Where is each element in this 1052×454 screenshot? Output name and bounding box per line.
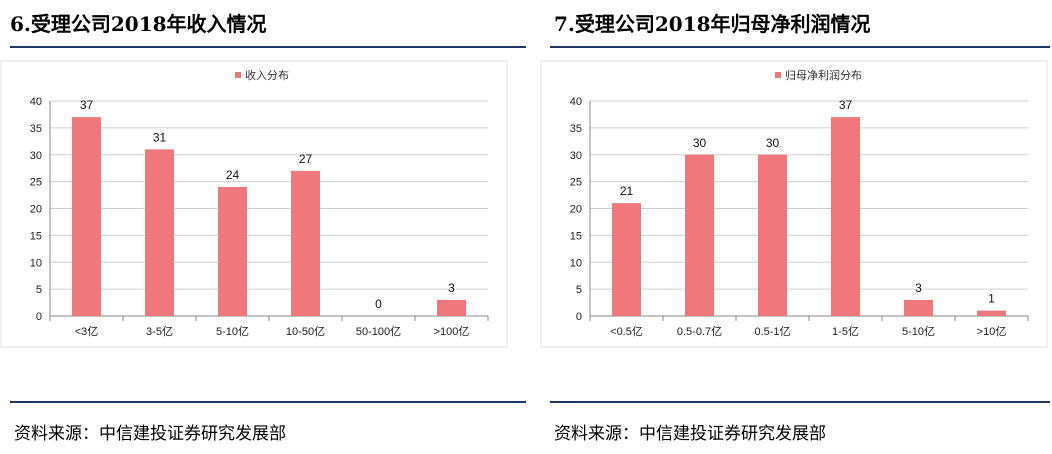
left-top-rule [10,46,526,48]
bar [291,170,320,316]
right-top-rule [550,46,1050,48]
y-tick-label: 30 [570,150,582,162]
chart-frame [540,60,1048,348]
legend-swatch [235,72,241,78]
y-tick-label: 25 [30,177,42,189]
category-label: <0.5亿 [610,325,643,338]
data-label: 30 [766,136,780,150]
legend-label: 归母净利润分布 [785,68,862,82]
right-source: 资料来源：中信建投证券研究发展部 [554,424,826,444]
bar [218,187,247,316]
y-tick-label: 0 [576,311,582,323]
data-label: 24 [226,168,240,182]
category-label: 50-100亿 [356,325,401,338]
bar [758,154,787,316]
data-label: 3 [915,281,922,295]
category-label: 10-50亿 [286,325,325,338]
y-tick-label: 15 [570,230,582,242]
right-bottom-rule [550,401,1050,403]
bar [72,117,101,316]
bar [904,299,933,316]
bar [977,310,1006,316]
bar [437,299,466,316]
revenue-chart: 0510152025303540收入分布37<3亿313-5亿245-10亿27… [0,60,508,348]
y-tick-label: 10 [570,257,582,269]
y-tick-label: 35 [30,123,42,135]
data-label: 31 [153,130,167,144]
y-tick-label: 40 [570,96,582,108]
net-profit-chart: 0 5 10 15 20 25 30 35 40 归母净利润分布 21 <0.5亿 30 0.5-0.7亿… [540,60,1048,348]
category-label: 1-5亿 [832,325,859,338]
y-tick-label: 5 [576,284,582,296]
y-tick-label: 0 [36,311,42,323]
right-heading: 7.受理公司2018年归母净利润情况 [554,12,871,36]
y-tick-label: 35 [570,123,582,135]
data-label: 27 [299,152,313,166]
category-label: 3-5亿 [146,325,173,338]
chart-frame [0,60,508,348]
data-label: 1 [988,292,995,306]
left-bottom-rule [10,401,526,403]
data-label: 30 [693,136,707,150]
y-tick-label: 20 [570,204,582,216]
data-label: 21 [620,184,634,198]
legend-swatch [775,72,781,78]
category-label: >10亿 [977,325,1007,338]
y-tick-label: 30 [30,150,42,162]
bar [685,154,714,316]
bar [831,117,860,316]
y-tick-label: 5 [36,284,42,296]
data-label: 3 [448,281,455,295]
category-label: <3亿 [75,325,99,338]
y-tick-label: 20 [30,204,42,216]
y-tick-label: 25 [570,177,582,189]
category-label: 0.5-1亿 [754,325,790,338]
bar [145,149,174,316]
bar [612,203,641,316]
data-label: 0 [375,297,382,311]
legend-label: 收入分布 [245,68,289,82]
left-source: 资料来源：中信建投证券研究发展部 [14,424,286,444]
y-tick-label: 40 [30,96,42,108]
data-label: 37 [839,98,853,112]
y-tick-label: 15 [30,230,42,242]
category-label: >100亿 [434,325,470,338]
category-label: 5-10亿 [902,325,935,338]
y-tick-label: 10 [30,257,42,269]
category-label: 0.5-0.7亿 [677,325,722,338]
left-heading: 6.受理公司2018年收入情况 [10,12,267,36]
category-label: 5-10亿 [216,325,249,338]
data-label: 37 [80,98,94,112]
